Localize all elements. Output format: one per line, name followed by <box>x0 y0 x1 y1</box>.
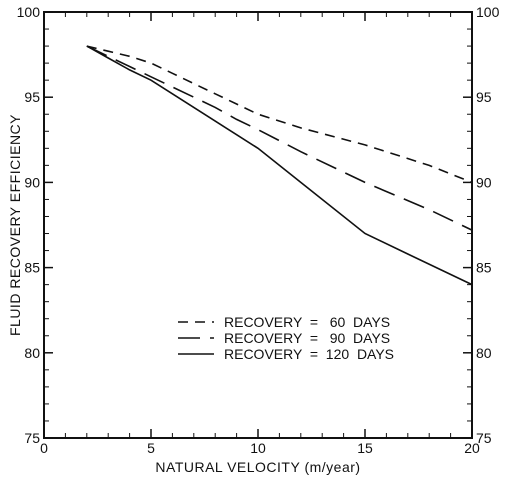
y-tick-label-right: 80 <box>476 345 492 361</box>
series-line-3 <box>86 45 473 286</box>
legend-label-2: RECOVERY = 90 DAYS <box>224 330 390 346</box>
legend-label-1: RECOVERY = 60 DAYS <box>224 314 390 330</box>
x-tick-label: 20 <box>464 440 480 456</box>
series-lines <box>86 45 473 286</box>
series-line-2 <box>86 45 473 231</box>
y-tick-label: 75 <box>24 430 40 446</box>
y-tick-label-right: 95 <box>476 89 492 105</box>
plot-area-border <box>43 11 473 439</box>
x-axis-title: NATURAL VELOCITY (m/year) <box>155 459 360 475</box>
y-tick-label-right: 100 <box>476 4 500 20</box>
series-line-1 <box>86 45 473 184</box>
x-tick-label: 5 <box>147 440 155 456</box>
y-tick-label-right: 75 <box>476 430 492 446</box>
x-tick-label: 0 <box>40 440 48 456</box>
y-tick-label-right: 85 <box>476 260 492 276</box>
x-tick-label: 15 <box>357 440 373 456</box>
y-tick-label: 85 <box>24 260 40 276</box>
y-axis-title: FLUID RECOVERY EFFICIENCY <box>7 114 23 336</box>
x-tick-label: 10 <box>250 440 266 456</box>
y-tick-label: 90 <box>24 174 40 190</box>
y-tick-label: 100 <box>17 4 41 20</box>
y-tick-label: 95 <box>24 89 40 105</box>
y-tick-label: 80 <box>24 345 40 361</box>
legend-label-3: RECOVERY = 120 DAYS <box>224 346 394 362</box>
plot-frame <box>43 11 473 439</box>
y-tick-label-right: 90 <box>476 174 492 190</box>
